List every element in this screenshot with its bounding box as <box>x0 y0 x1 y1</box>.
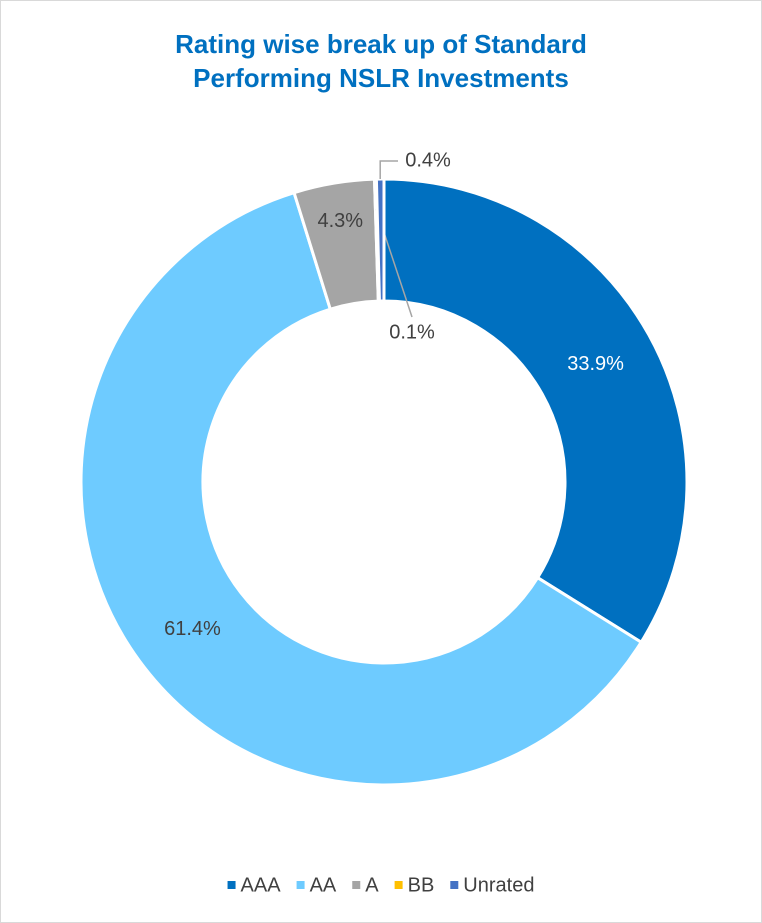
donut-slice <box>374 177 386 303</box>
data-label: 33.9% <box>567 353 624 375</box>
legend-label: Unrated <box>463 874 534 896</box>
legend-label: AA <box>310 874 337 896</box>
leader-line <box>379 160 398 180</box>
data-label: 61.4% <box>164 618 221 640</box>
donut-slice <box>382 177 689 645</box>
data-label: 4.3% <box>317 210 363 232</box>
legend-marker <box>394 881 403 889</box>
legend-label: A <box>365 874 379 896</box>
data-label: 0.4% <box>405 149 451 171</box>
legend: AAA AA A BB Unrated <box>227 874 534 896</box>
legend-marker <box>227 881 236 889</box>
legend-label: AAA <box>241 874 282 896</box>
donut-slice <box>79 190 644 787</box>
data-label: 0.1% <box>389 321 435 343</box>
legend-marker <box>450 881 459 889</box>
chart-title: Rating wise break up of Standard Performi… <box>175 29 587 93</box>
legend-marker <box>352 881 361 889</box>
legend-label: BB <box>408 874 435 896</box>
legend-marker <box>296 881 305 889</box>
